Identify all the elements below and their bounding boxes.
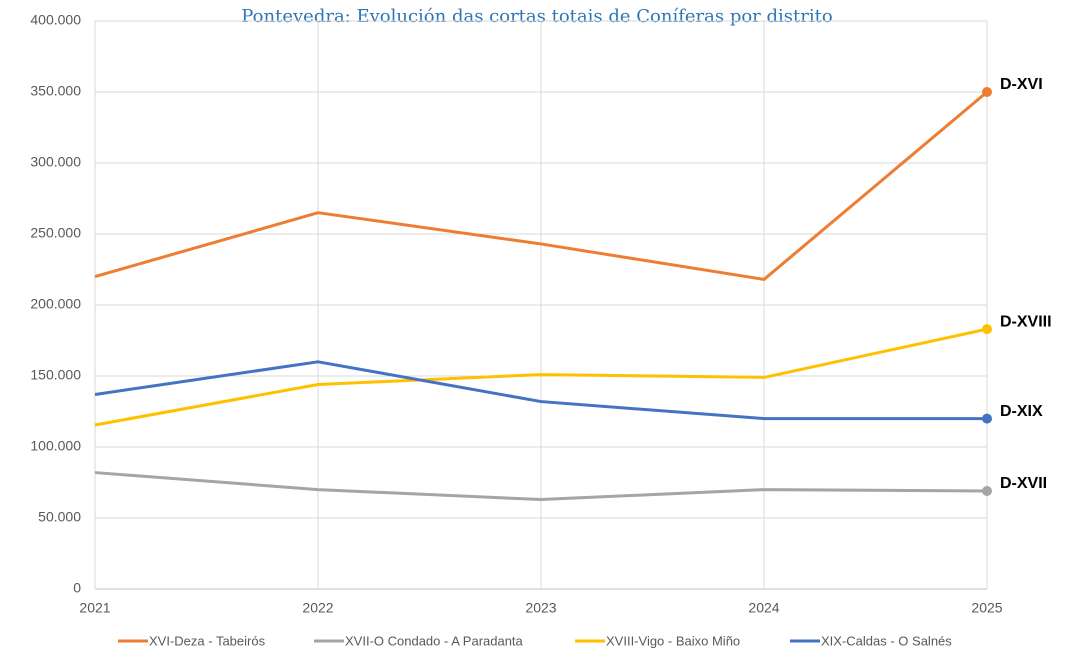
end-label: D-XIX (1000, 403, 1043, 420)
y-tick-label: 50.000 (38, 509, 81, 525)
legend-label: XIX-Caldas - O Salnés (821, 633, 952, 648)
x-tick-label: 2023 (525, 600, 556, 616)
series-line (94, 327, 988, 427)
x-tick-label: 2025 (971, 600, 1002, 616)
y-tick-label: 400.000 (30, 12, 81, 28)
series-line (94, 360, 987, 421)
legend-label: XVI-Deza - Tabeirós (149, 633, 266, 648)
legend-label: XVIII-Vigo - Baixo Miño (606, 633, 740, 648)
y-tick-label: 350.000 (30, 83, 81, 99)
end-label: D-XVII (1000, 475, 1047, 492)
y-tick-label: 300.000 (30, 154, 81, 170)
y-tick-label: 0 (73, 580, 81, 596)
series-line (94, 90, 988, 281)
x-tick-label: 2021 (79, 600, 110, 616)
y-tick-label: 150.000 (30, 367, 81, 383)
y-tick-label: 250.000 (30, 225, 81, 241)
end-marker (982, 486, 992, 497)
legend-label: XVII-O Condado - A Paradanta (345, 633, 524, 648)
y-tick-label: 200.000 (30, 296, 81, 312)
y-tick-label: 100.000 (30, 438, 81, 454)
end-marker (982, 324, 992, 335)
x-tick-label: 2024 (748, 600, 779, 616)
end-label: D-XVIII (1000, 313, 1052, 330)
end-label: D-XVI (1000, 76, 1043, 93)
chart-title: Pontevedra: Evolución das cortas totais … (241, 6, 832, 27)
x-tick-label: 2022 (302, 600, 333, 616)
series-line (94, 471, 988, 502)
end-marker (982, 87, 992, 97)
end-marker (982, 413, 992, 424)
